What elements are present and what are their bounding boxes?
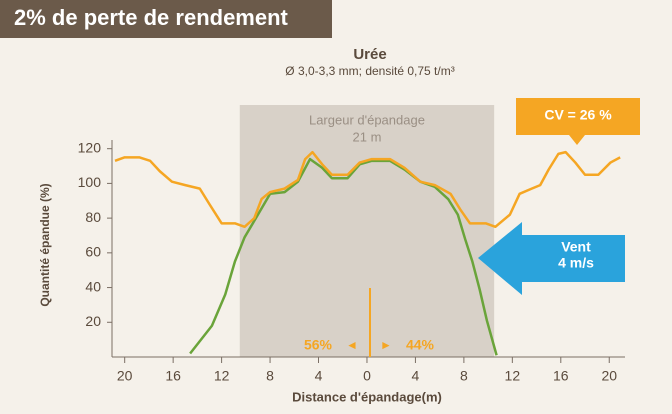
x-tick-label: 12: [505, 368, 521, 384]
x-tick-label: 12: [214, 368, 230, 384]
header: 2% de perte de rendement: [14, 5, 289, 30]
y-axis-label: Quantité épandue (%): [38, 183, 52, 306]
x-tick-label: 16: [553, 368, 569, 384]
x-tick-label: 20: [601, 368, 617, 384]
cv-box: [516, 98, 640, 145]
y-tick-label: 120: [78, 139, 102, 155]
x-tick-label: 8: [266, 368, 274, 384]
x-tick-label: 4: [315, 368, 323, 384]
chart-title: Urée: [353, 46, 386, 63]
right-share: 44%: [406, 337, 435, 353]
x-axis-label: Distance d'épandage(m): [292, 389, 442, 404]
band-label: Largeur d'épandage: [309, 112, 425, 127]
cv-label: CV = 26 %: [544, 107, 612, 123]
series-line: [114, 150, 621, 229]
y-tick-label: 80: [85, 209, 101, 225]
arrow-left: ◄: [346, 338, 358, 352]
y-tick-label: 100: [78, 174, 102, 190]
y-tick-label: 20: [85, 313, 101, 329]
chart-subtitle: Ø 3,0-3,3 mm; densité 0,75 t/m³: [285, 64, 454, 78]
y-tick-label: 60: [85, 244, 101, 260]
spread-band: [239, 105, 495, 357]
x-tick-label: 4: [412, 368, 420, 384]
x-tick-label: 20: [117, 368, 133, 384]
x-tick-label: 16: [165, 368, 181, 384]
series-line: [189, 157, 498, 356]
x-tick-label: 0: [363, 368, 371, 384]
y-tick-label: 40: [85, 278, 101, 294]
header-banner: [0, 0, 332, 38]
arrow-right: ►: [380, 338, 392, 352]
wind-speed: 4 m/s: [558, 255, 594, 271]
band-sublabel: 21 m: [353, 129, 382, 144]
wind-arrow: [478, 222, 625, 295]
left-share: 56%: [304, 337, 333, 353]
x-tick-label: 8: [460, 368, 468, 384]
wind-label: Vent: [561, 239, 591, 255]
